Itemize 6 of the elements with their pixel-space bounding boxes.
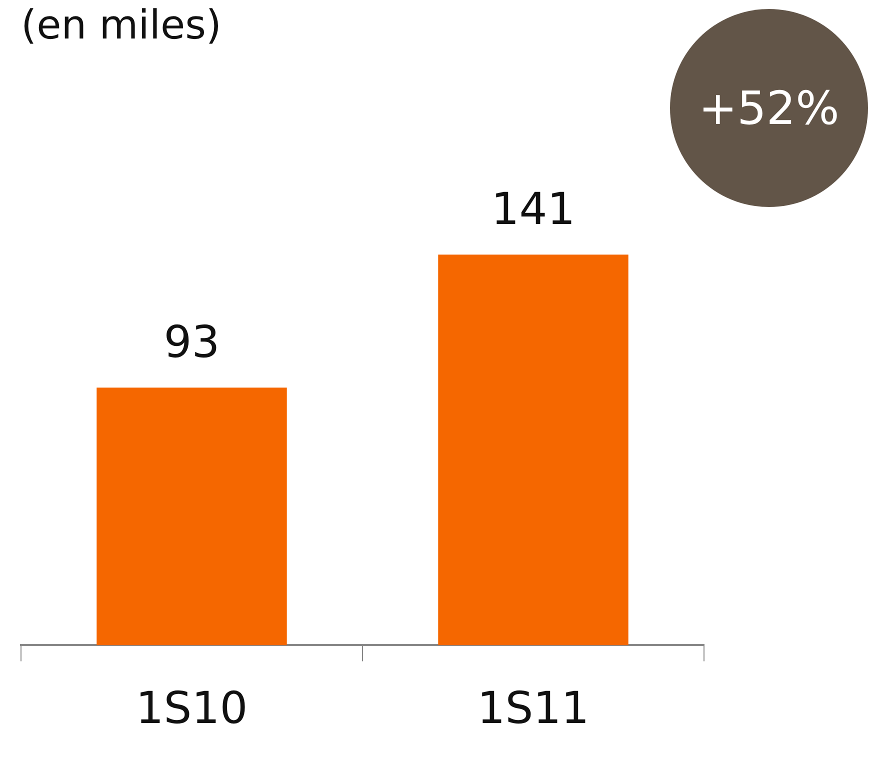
- data-label: 141: [491, 184, 576, 236]
- text: +52%: [670, 9, 868, 207]
- x-tick-label: 1S11: [477, 683, 590, 734]
- x-tick-label: 1S10: [136, 683, 248, 734]
- chart-title: (en miles): [21, 2, 222, 48]
- data-label: 93: [164, 317, 220, 368]
